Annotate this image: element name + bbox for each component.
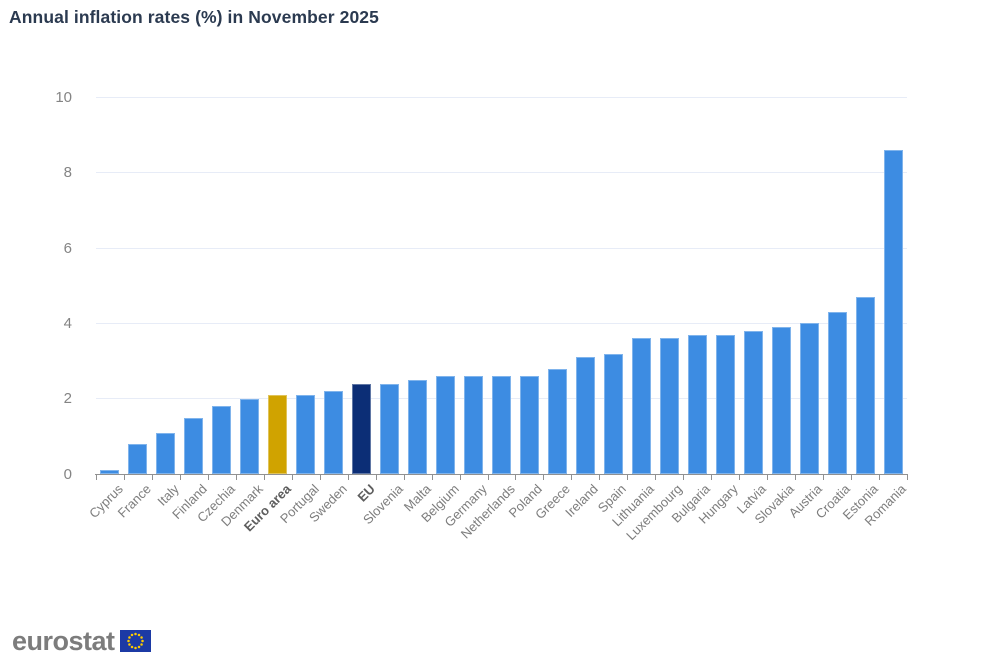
x-axis-line xyxy=(95,474,908,475)
bar-cyprus[interactable] xyxy=(100,470,120,474)
eurostat-wordmark: eurostat xyxy=(12,626,115,656)
bar-france[interactable] xyxy=(128,443,148,474)
bar-austria[interactable] xyxy=(799,323,819,474)
bar-italy[interactable] xyxy=(156,432,176,474)
x-axis-tick xyxy=(263,475,265,480)
bar-czechia[interactable] xyxy=(212,406,232,474)
x-axis-tick xyxy=(795,475,797,480)
y-axis-label-2: 2 xyxy=(63,390,72,408)
x-axis-tick xyxy=(767,475,769,480)
bar-estonia[interactable] xyxy=(855,297,875,474)
y-axis-label-10: 10 xyxy=(55,89,72,106)
x-axis-tick xyxy=(683,475,685,480)
x-axis-tick xyxy=(207,475,209,480)
x-axis-tick xyxy=(459,475,461,480)
x-axis-tick xyxy=(375,475,377,480)
x-axis-tick xyxy=(823,475,825,480)
gridline-6 xyxy=(96,247,907,249)
x-axis-tick xyxy=(431,475,433,480)
x-axis-tick xyxy=(96,475,97,480)
bar-spain[interactable] xyxy=(603,353,623,474)
x-axis-tick xyxy=(291,475,293,480)
x-axis-tick xyxy=(571,475,573,480)
bar-luxembourg[interactable] xyxy=(659,338,679,474)
x-axis-tick xyxy=(515,475,517,480)
x-axis-tick xyxy=(179,475,181,480)
chart-title: Annual inflation rates (%) in November 2… xyxy=(9,7,379,27)
bar-romania[interactable] xyxy=(883,150,903,474)
bar-sweden[interactable] xyxy=(324,391,344,474)
x-axis-tick xyxy=(151,475,153,480)
x-axis-tick xyxy=(711,475,713,480)
x-axis-tick xyxy=(403,475,405,480)
bar-bulgaria[interactable] xyxy=(687,334,707,474)
y-axis-label-4: 4 xyxy=(63,314,72,332)
x-axis-tick xyxy=(347,475,349,480)
eurostat-logo: eurostat xyxy=(12,627,151,655)
bar-latvia[interactable] xyxy=(743,330,763,474)
gridline-4 xyxy=(96,322,907,324)
bar-poland[interactable] xyxy=(519,376,539,474)
x-axis-tick xyxy=(123,475,125,480)
x-axis-tick xyxy=(739,475,741,480)
x-axis-tick xyxy=(655,475,657,480)
bar-denmark[interactable] xyxy=(240,398,260,474)
x-axis-tick xyxy=(599,475,601,480)
plot-area: 0 2 4 6 8 10 Cyprus France Italy Finland Czechia De… xyxy=(55,89,909,543)
bar-greece[interactable] xyxy=(547,368,567,474)
x-axis-tick xyxy=(627,475,629,480)
eu-flag-icon xyxy=(119,630,151,652)
y-axis-label-6: 6 xyxy=(63,239,72,257)
y-axis-label-8: 8 xyxy=(63,164,72,182)
bar-slovakia[interactable] xyxy=(771,327,791,474)
x-axis-tick xyxy=(543,475,545,480)
bar-slovenia[interactable] xyxy=(380,383,400,474)
gridline-8 xyxy=(96,172,907,174)
bar-eu[interactable] xyxy=(352,383,372,474)
x-axis-tick xyxy=(235,475,237,480)
x-axis-tick xyxy=(879,475,881,480)
gridline-10 xyxy=(96,97,907,98)
x-axis-tick xyxy=(319,475,321,480)
bar-ireland[interactable] xyxy=(575,357,595,474)
bar-malta[interactable] xyxy=(408,379,428,474)
bar-lithuania[interactable] xyxy=(631,338,651,474)
bar-germany[interactable] xyxy=(464,376,484,474)
x-axis-tick xyxy=(907,475,908,480)
y-axis-label-0: 0 xyxy=(63,465,72,483)
bar-netherlands[interactable] xyxy=(492,376,511,474)
x-axis-tick xyxy=(851,475,853,480)
bar-euro-area[interactable] xyxy=(268,394,288,474)
bar-portugal[interactable] xyxy=(296,394,316,474)
bar-croatia[interactable] xyxy=(827,312,847,474)
bar-hungary[interactable] xyxy=(715,334,735,474)
bar-finland[interactable] xyxy=(184,417,204,474)
x-axis-tick xyxy=(487,475,489,480)
bar-belgium[interactable] xyxy=(436,376,456,474)
